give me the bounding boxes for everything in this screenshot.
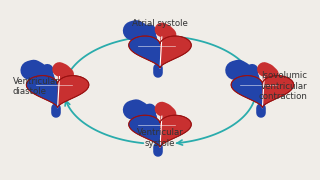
Polygon shape bbox=[160, 36, 191, 68]
Text: Atrial systole: Atrial systole bbox=[132, 19, 188, 28]
Polygon shape bbox=[129, 36, 162, 68]
Text: Isovolumic
ventricular
contraction: Isovolumic ventricular contraction bbox=[258, 71, 307, 101]
Text: Ventricular
systole: Ventricular systole bbox=[137, 128, 183, 148]
Polygon shape bbox=[129, 36, 191, 68]
Polygon shape bbox=[231, 76, 294, 107]
Polygon shape bbox=[231, 76, 264, 107]
Polygon shape bbox=[26, 76, 89, 107]
Polygon shape bbox=[58, 76, 89, 107]
Polygon shape bbox=[129, 115, 191, 147]
Polygon shape bbox=[129, 115, 162, 147]
Polygon shape bbox=[26, 76, 60, 107]
Polygon shape bbox=[160, 115, 191, 147]
Text: Ventricular
diastole: Ventricular diastole bbox=[13, 77, 60, 96]
Polygon shape bbox=[262, 76, 294, 107]
